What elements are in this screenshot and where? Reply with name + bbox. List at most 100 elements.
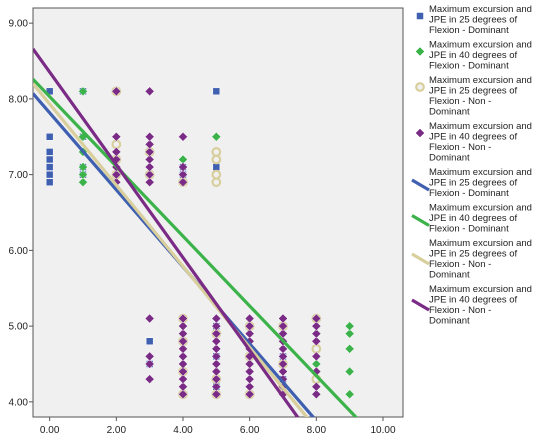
data-point: [211, 154, 222, 165]
legend-label: JPE in 40 degrees of: [429, 295, 518, 306]
data-point: [311, 351, 322, 362]
data-point: [311, 389, 322, 400]
data-point: [111, 147, 122, 157]
data-point: [45, 148, 54, 156]
data-point: [111, 131, 122, 142]
data-point: [78, 177, 88, 188]
data-point: [178, 313, 188, 324]
data-point: [211, 169, 222, 180]
data-point: [144, 154, 155, 165]
legend-label: Flexion - Dominant: [429, 61, 509, 72]
data-point: [45, 133, 54, 141]
data-point: [212, 163, 221, 171]
data-point: [311, 381, 322, 392]
data-point: [144, 139, 155, 150]
data-point: [212, 87, 221, 96]
legend-label: Dominant: [429, 316, 470, 327]
data-point: [311, 343, 322, 354]
data-point: [244, 313, 255, 324]
data-point: [244, 374, 255, 384]
data-point: [78, 86, 88, 97]
legend-label: Maximum excursion and: [429, 167, 532, 178]
data-point: [244, 328, 255, 339]
data-point: [144, 177, 155, 188]
data-point: [178, 351, 188, 362]
x-axis: 0.00 2.00 4.00 6.00 8.00 10.00: [40, 417, 396, 436]
data-point: [45, 170, 54, 179]
legend-label: Maximum excursion and: [429, 75, 532, 86]
y-tick-label: 8.00: [9, 94, 29, 105]
data-point: [244, 321, 255, 331]
legend-marker: [416, 12, 424, 20]
data-point: [278, 313, 288, 324]
x-tick-label: 2.00: [107, 425, 127, 436]
data-point: [211, 343, 222, 354]
data-point: [178, 328, 188, 339]
legend-line-swatch: [411, 252, 430, 266]
y-tick-label: 7.00: [9, 170, 29, 181]
fit-line: [33, 78, 358, 417]
data-point: [144, 162, 155, 172]
data-point: [244, 366, 255, 377]
data-points: [45, 86, 355, 400]
data-point: [178, 131, 188, 142]
data-point: [144, 169, 155, 180]
legend-label: Flexion - Dominant: [429, 224, 509, 235]
data-point: [45, 155, 54, 164]
legend-label: Flexion - Dominant: [429, 25, 509, 36]
data-point: [144, 147, 155, 157]
data-point: [144, 313, 155, 324]
data-point: [211, 321, 222, 331]
legend-label: Dominant: [429, 270, 470, 281]
legend-label: Flexion - Non -: [429, 259, 491, 270]
data-point: [211, 359, 222, 369]
data-point: [311, 336, 322, 347]
data-point: [78, 162, 88, 172]
data-point: [244, 389, 255, 400]
data-point: [45, 163, 54, 171]
legend-label: Maximum excursion and: [429, 284, 532, 295]
data-point: [178, 389, 188, 400]
fit-line: [33, 82, 309, 417]
legend-label: Maximum excursion and: [429, 4, 532, 15]
legend-line-swatch: [411, 214, 430, 227]
legend-label: JPE in 25 degrees of: [429, 249, 518, 260]
legend-label: Maximum excursion and: [429, 121, 532, 132]
legend-marker: [415, 46, 425, 57]
legend-label: Maximum excursion and: [429, 40, 532, 51]
data-point: [144, 351, 155, 362]
data-point: [111, 169, 122, 180]
x-tick-label: 8.00: [307, 425, 327, 436]
legend-label: JPE in 40 degrees of: [429, 213, 518, 224]
data-point: [311, 313, 322, 324]
legend-label: Flexion - Non -: [429, 142, 491, 153]
data-point: [311, 328, 322, 339]
legend-label: Maximum excursion and: [429, 238, 532, 249]
legend-label: JPE in 40 degrees of: [429, 132, 518, 143]
data-point: [244, 359, 255, 369]
legend-line-swatch: [411, 178, 430, 192]
data-point: [344, 366, 355, 377]
y-tick-label: 5.00: [9, 322, 29, 333]
legend-label: JPE in 40 degrees of: [429, 50, 518, 61]
data-point: [178, 177, 188, 188]
legend-marker: [415, 82, 425, 92]
legend-label: JPE in 25 degrees of: [429, 86, 518, 97]
data-point: [344, 328, 355, 339]
data-point: [178, 343, 188, 354]
data-point: [344, 321, 355, 331]
data-point: [211, 131, 222, 142]
data-point: [344, 389, 355, 400]
data-point: [144, 131, 155, 142]
data-point: [178, 162, 188, 172]
data-point: [178, 359, 188, 369]
legend-label: JPE in 25 degrees of: [429, 178, 518, 189]
data-point: [278, 321, 288, 331]
data-point: [344, 343, 355, 354]
x-tick-label: 0.00: [40, 425, 60, 436]
legend-label: Flexion - Dominant: [429, 188, 509, 199]
